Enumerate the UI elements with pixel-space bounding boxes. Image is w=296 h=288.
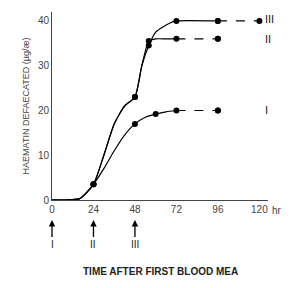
svg-text:48: 48 xyxy=(129,204,141,215)
svg-text:II: II xyxy=(265,33,271,45)
svg-text:III: III xyxy=(131,239,139,250)
svg-text:III: III xyxy=(265,13,274,25)
svg-text:72: 72 xyxy=(171,204,183,215)
svg-text:30: 30 xyxy=(38,60,50,71)
svg-text:96: 96 xyxy=(212,204,224,215)
svg-text:II: II xyxy=(90,239,96,250)
svg-text:20: 20 xyxy=(38,105,50,116)
svg-text:TIME AFTER FIRST BLOOD MEA: TIME AFTER FIRST BLOOD MEA xyxy=(83,266,238,277)
svg-text:0: 0 xyxy=(43,195,49,206)
svg-text:I: I xyxy=(51,239,54,250)
svg-text:10: 10 xyxy=(38,150,50,161)
svg-text:HAEMATIN DEFAECATED (µg/æ): HAEMATIN DEFAECATED (µg/æ) xyxy=(21,38,31,175)
svg-text:hr: hr xyxy=(272,205,282,216)
svg-text:40: 40 xyxy=(38,15,50,26)
svg-text:0: 0 xyxy=(49,204,55,215)
svg-text:I: I xyxy=(265,104,268,116)
svg-text:120: 120 xyxy=(251,204,268,215)
svg-text:24: 24 xyxy=(88,204,100,215)
